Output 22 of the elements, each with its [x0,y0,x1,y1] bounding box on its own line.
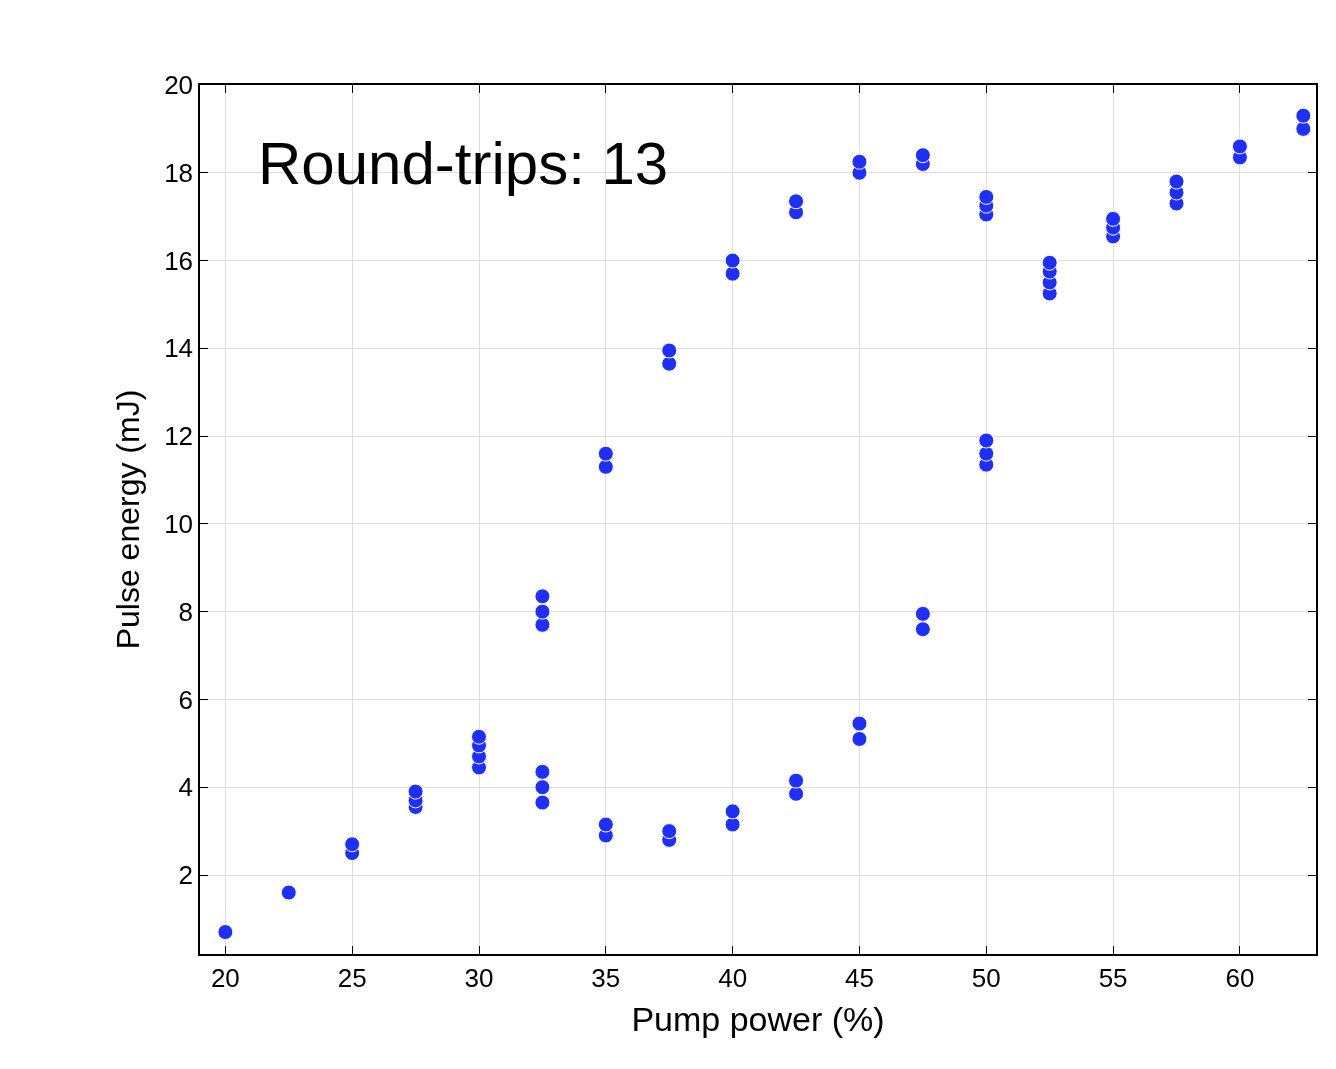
y-tick-label: 18 [164,157,194,188]
x-tick-label: 60 [1225,962,1255,993]
y-tick-label: 12 [164,421,194,452]
y-axis-title: Pulse energy (mJ) [109,389,146,650]
y-tick-label: 2 [178,860,194,891]
x-tick-label: 25 [337,962,367,993]
y-tick-label: 10 [164,508,194,539]
x-tick-label: 20 [210,962,240,993]
y-tick-label: 14 [164,333,194,364]
y-tick-label: 16 [164,245,194,276]
x-axis-title: Pump power (%) [631,999,885,1038]
x-tick-label: 50 [971,962,1001,993]
y-tick-label: 8 [178,596,194,627]
y-tick-label: 4 [178,772,194,803]
x-tick-label: 55 [1098,962,1128,993]
x-tick-label: 40 [718,962,748,993]
x-tick-label: 30 [464,962,494,993]
x-tick-label: 45 [844,962,874,993]
y-tick-label: 6 [178,684,194,715]
y-tick-label: 20 [164,70,194,101]
x-tick-label: 35 [591,962,621,993]
annotation: Round-trips: 13 [258,130,669,197]
